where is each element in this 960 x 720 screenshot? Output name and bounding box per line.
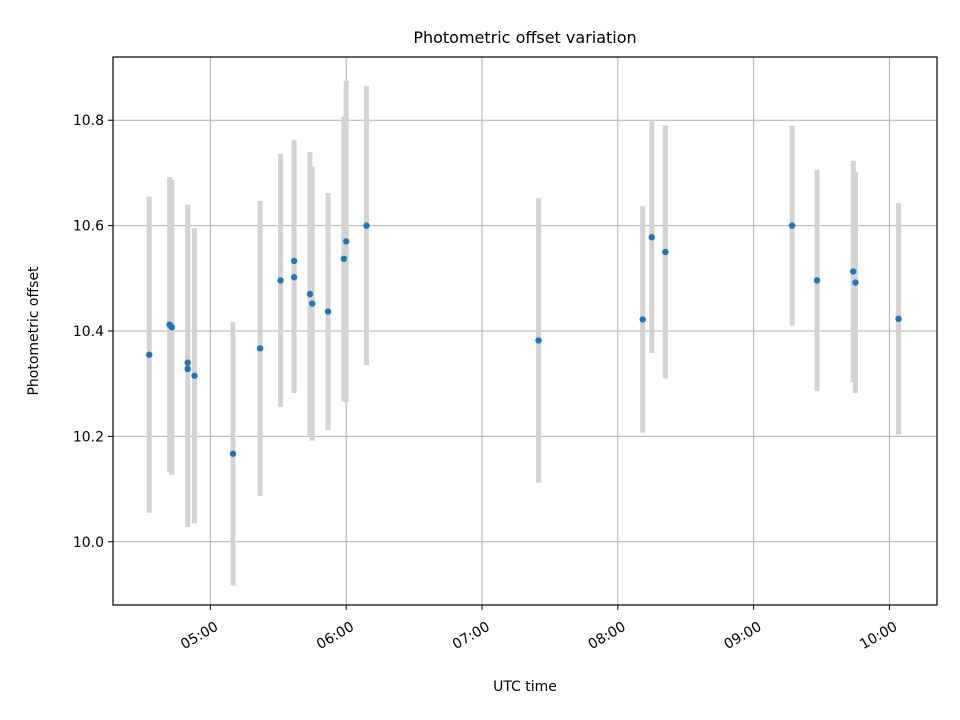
data-point bbox=[229, 450, 237, 457]
data-point bbox=[850, 268, 857, 275]
data-points bbox=[146, 222, 902, 457]
data-point bbox=[306, 290, 314, 298]
data-point bbox=[256, 345, 264, 352]
data-point bbox=[895, 315, 902, 323]
data-point bbox=[309, 300, 316, 307]
data-point bbox=[168, 324, 176, 331]
y-axis-label: Photometric offset bbox=[26, 266, 42, 396]
data-point bbox=[535, 337, 542, 344]
data-point bbox=[324, 308, 332, 315]
data-point bbox=[363, 222, 370, 229]
data-point bbox=[648, 234, 655, 241]
data-point bbox=[277, 277, 284, 284]
data-point bbox=[184, 365, 191, 373]
y-axis: 10.0 10.2 10.4 10.6 10.8 bbox=[73, 113, 113, 551]
data-point bbox=[852, 279, 859, 286]
data-point bbox=[788, 222, 796, 229]
data-point bbox=[342, 238, 350, 245]
data-point bbox=[191, 372, 198, 379]
y-tick-label: 10.0 bbox=[73, 535, 104, 551]
chart-title: Photometric offset variation bbox=[413, 28, 636, 47]
x-axis-label: UTC time bbox=[493, 679, 557, 695]
data-point bbox=[184, 359, 191, 366]
data-point bbox=[340, 255, 348, 263]
data-point bbox=[639, 316, 646, 323]
data-point bbox=[146, 351, 153, 358]
y-tick-label: 10.6 bbox=[73, 219, 104, 235]
y-tick-label: 10.4 bbox=[73, 324, 104, 340]
data-point bbox=[662, 248, 669, 256]
data-point bbox=[290, 257, 298, 265]
data-point bbox=[290, 274, 298, 281]
y-tick-label: 10.8 bbox=[73, 113, 104, 129]
y-tick-label: 10.2 bbox=[73, 429, 104, 445]
data-point bbox=[813, 277, 821, 284]
